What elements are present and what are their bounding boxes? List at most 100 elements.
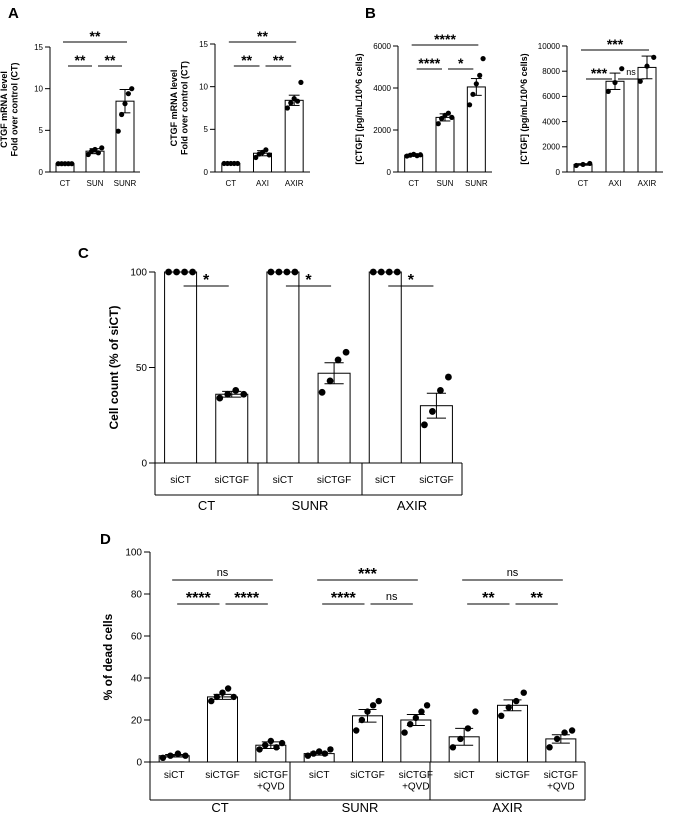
data-point (267, 737, 275, 745)
significance-label: *** (358, 566, 377, 583)
data-point (369, 702, 377, 709)
data-point (230, 693, 237, 701)
data-point (315, 748, 323, 755)
x-tick-label-line: SUN (87, 179, 104, 188)
significance-label: ** (75, 52, 86, 68)
data-point (449, 114, 455, 120)
data-point (472, 708, 479, 715)
data-point (437, 387, 444, 394)
x-tick-label-line: siCTGF (544, 770, 578, 781)
data-point (364, 708, 371, 715)
y-tick-label: 60 (131, 632, 143, 643)
significance-label: **** (434, 31, 456, 47)
data-point (573, 162, 579, 169)
x-tick-label: siCTGF (205, 770, 239, 781)
y-tick-label: 4000 (373, 84, 391, 93)
y-tick-label: 15 (199, 40, 208, 49)
data-point (318, 388, 326, 396)
group-label: SUNR (342, 800, 379, 815)
x-tick-label-line: CT (225, 179, 236, 188)
x-tick-label-line: siCT (170, 475, 191, 486)
y-tick-label: 100 (130, 268, 147, 279)
data-point (439, 115, 445, 122)
data-point (480, 56, 486, 62)
data-point (99, 145, 105, 151)
data-point (418, 708, 425, 715)
significance-label: **** (234, 590, 260, 607)
data-point (369, 268, 377, 276)
x-tick-label: AXIR (638, 179, 657, 188)
data-point (651, 54, 657, 60)
x-tick-label: AXI (256, 179, 269, 188)
x-tick-label: siCTGF (495, 770, 529, 781)
data-point (173, 268, 180, 276)
data-point (182, 752, 189, 759)
significance-label: **** (331, 590, 357, 607)
x-tick-label: siCT (170, 475, 191, 486)
x-tick-label-line: AXI (609, 179, 622, 188)
data-point (375, 697, 382, 705)
significance-label: *** (591, 65, 608, 81)
y-axis-label-line: CTGF mRNA level (169, 70, 179, 147)
data-point (262, 742, 269, 749)
data-point (298, 79, 304, 85)
data-point (466, 102, 473, 108)
data-point (619, 66, 625, 72)
data-point (224, 685, 232, 692)
x-tick-label-line: siCT (273, 475, 294, 486)
x-tick-label-line: AXIR (638, 179, 657, 188)
data-point (129, 86, 135, 92)
data-point (473, 81, 479, 87)
data-point (342, 348, 350, 356)
data-point (435, 121, 441, 127)
data-point (284, 105, 291, 111)
x-tick-label-line: +QVD (547, 782, 575, 793)
significance-label: **** (418, 55, 440, 71)
x-tick-label-line: SUN (437, 179, 454, 188)
panel-letter: D (100, 531, 111, 548)
data-point (412, 714, 420, 722)
panel-letter: B (365, 5, 376, 22)
significance-label: *** (607, 36, 624, 52)
data-point (327, 746, 334, 753)
significance-label: **** (186, 590, 212, 607)
data-point (353, 727, 360, 734)
y-tick-label: 6000 (542, 92, 560, 101)
data-point (294, 98, 301, 104)
data-point (122, 101, 128, 107)
y-tick-label: 5 (204, 125, 209, 134)
y-axis-label-line: CTGF mRNA level (0, 71, 9, 148)
significance-label: ns (217, 567, 229, 579)
y-axis-label-line: Fold over control (CT) (9, 63, 19, 157)
y-axis-label: CTGF mRNA levelFold over control (CT) (0, 63, 19, 157)
y-axis-label: % of dead cells (101, 613, 115, 700)
y-axis-label-line: [CTGF] (pg/mL/10^6 cells) (519, 53, 529, 164)
data-point (291, 268, 299, 276)
x-tick-label: SUNR (465, 179, 488, 188)
x-tick-label-line: siCT (454, 770, 475, 781)
data-point (189, 268, 196, 276)
chart-panel-4: 0 2000 4000 6000 8000 10000 [CTGF] (pg/mL/10^6… (519, 36, 663, 188)
data-point (213, 693, 221, 701)
data-point (393, 268, 401, 276)
y-tick-label: 10 (199, 82, 208, 91)
y-tick-label: 10000 (538, 42, 561, 51)
data-point (219, 689, 226, 696)
data-point (326, 377, 334, 385)
x-tick-label-line: +QVD (257, 782, 285, 793)
bar (400, 719, 432, 763)
data-point (119, 111, 125, 118)
data-point (407, 721, 414, 728)
data-point (505, 704, 512, 711)
significance-label: ** (241, 52, 252, 68)
significance-label: ns (507, 567, 519, 579)
data-point (457, 735, 464, 743)
data-point (234, 160, 241, 167)
data-point (159, 754, 167, 761)
x-tick-label: siCT (454, 770, 475, 781)
bar (207, 696, 238, 763)
chart-panel-1: A 0 5 10 15 CTGF mRNA levelFold over control … (0, 5, 140, 188)
y-tick-label: 0 (556, 168, 561, 177)
